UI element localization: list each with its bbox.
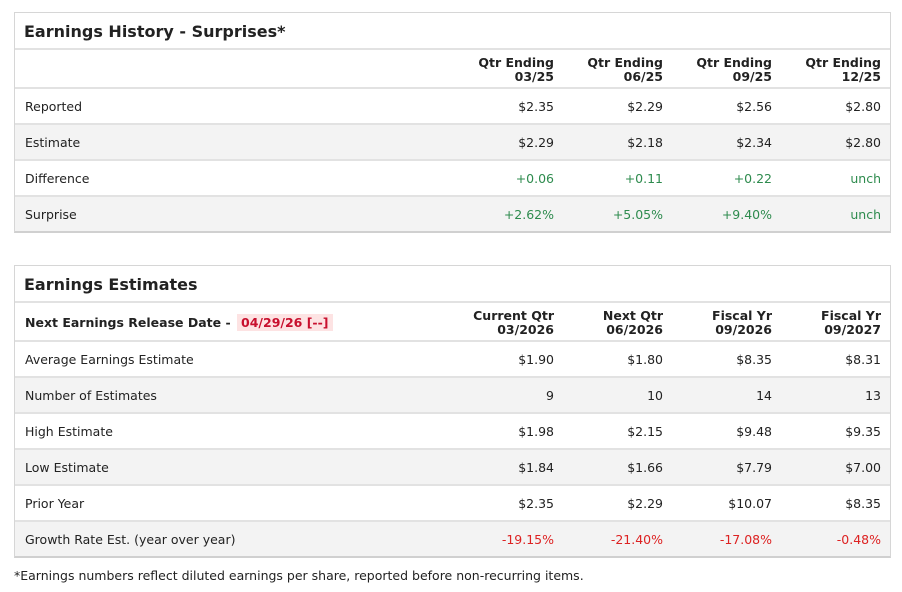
- column-header: Fiscal Yr 09/2026: [672, 303, 781, 342]
- table-row: Number of Estimates 9 10 14 13: [15, 377, 890, 414]
- column-header-line: Fiscal Yr: [821, 307, 881, 323]
- column-header: Qtr Ending 09/25: [672, 50, 781, 89]
- row-label: Average Earnings Estimate: [15, 341, 454, 378]
- row-label: Difference: [15, 160, 454, 197]
- earnings-history-title: Earnings History - Surprises*: [15, 13, 890, 50]
- cell-value: 10: [563, 377, 672, 414]
- table-row: Growth Rate Est. (year over year) -19.15%…: [15, 521, 890, 556]
- next-release-label: Next Earnings Release Date -: [25, 314, 236, 330]
- cell-value: unch: [781, 196, 890, 231]
- column-header-line: 03/25: [514, 68, 554, 84]
- cell-value: -0.48%: [781, 521, 890, 556]
- cell-value: $2.29: [563, 88, 672, 125]
- column-header-line: Qtr Ending: [478, 54, 554, 70]
- cell-value: +2.62%: [454, 196, 563, 231]
- header-blank: [15, 50, 454, 89]
- cell-value: $1.80: [563, 341, 672, 378]
- earnings-estimates-panel: Earnings Estimates Next Earnings Release…: [14, 265, 891, 558]
- cell-value: $9.48: [672, 413, 781, 450]
- cell-value: $8.31: [781, 341, 890, 378]
- cell-value: $2.80: [781, 88, 890, 125]
- row-label: Surprise: [15, 196, 454, 231]
- table-row: Difference +0.06 +0.11 +0.22 unch: [15, 160, 890, 197]
- column-header-line: Qtr Ending: [805, 54, 881, 70]
- row-label: Number of Estimates: [15, 377, 454, 414]
- cell-value: -19.15%: [454, 521, 563, 556]
- cell-value: unch: [781, 160, 890, 197]
- column-header-line: Qtr Ending: [587, 54, 663, 70]
- cell-value: $2.35: [454, 88, 563, 125]
- column-header-line: Current Qtr: [473, 307, 554, 323]
- row-label: High Estimate: [15, 413, 454, 450]
- column-header-line: 06/25: [623, 68, 663, 84]
- column-header-line: Next Qtr: [602, 307, 663, 323]
- cell-value: $8.35: [781, 485, 890, 522]
- next-release-date[interactable]: 04/29/26 [--]: [237, 313, 333, 331]
- cell-value: -21.40%: [563, 521, 672, 556]
- earnings-estimates-title: Earnings Estimates: [15, 266, 890, 303]
- table-row: Low Estimate $1.84 $1.66 $7.79 $7.00: [15, 449, 890, 486]
- table-row: Average Earnings Estimate $1.90 $1.80 $8.35…: [15, 341, 890, 378]
- footnote: *Earnings numbers reflect diluted earnin…: [14, 568, 584, 583]
- column-header: Fiscal Yr 09/2027: [781, 303, 890, 342]
- column-header: Qtr Ending 03/25: [454, 50, 563, 89]
- column-header: Current Qtr 03/2026: [454, 303, 563, 342]
- column-header-line: Qtr Ending: [696, 54, 772, 70]
- column-header: Qtr Ending 12/25: [781, 50, 890, 89]
- column-header-line: Fiscal Yr: [712, 307, 772, 323]
- cell-value: +0.11: [563, 160, 672, 197]
- column-header-line: 09/25: [732, 68, 772, 84]
- cell-value: $2.35: [454, 485, 563, 522]
- cell-value: 14: [672, 377, 781, 414]
- earnings-history-table: Qtr Ending 03/25 Qtr Ending 06/25 Qtr Ending…: [15, 50, 890, 231]
- column-header-line: 09/2026: [715, 321, 772, 337]
- column-header: Qtr Ending 06/25: [563, 50, 672, 89]
- cell-value: +0.06: [454, 160, 563, 197]
- column-header-line: 09/2027: [824, 321, 881, 337]
- next-release-header: Next Earnings Release Date - 04/29/26 [-…: [15, 303, 454, 342]
- cell-value: $2.29: [454, 124, 563, 161]
- table-row: Reported $2.35 $2.29 $2.56 $2.80: [15, 88, 890, 125]
- cell-value: +5.05%: [563, 196, 672, 231]
- cell-value: $2.34: [672, 124, 781, 161]
- cell-value: $1.90: [454, 341, 563, 378]
- cell-value: $1.84: [454, 449, 563, 486]
- cell-value: -17.08%: [672, 521, 781, 556]
- cell-value: $1.98: [454, 413, 563, 450]
- column-header-line: 06/2026: [606, 321, 663, 337]
- cell-value: $1.66: [563, 449, 672, 486]
- cell-value: $8.35: [672, 341, 781, 378]
- column-header: Next Qtr 06/2026: [563, 303, 672, 342]
- row-label: Prior Year: [15, 485, 454, 522]
- cell-value: $2.18: [563, 124, 672, 161]
- table-row: High Estimate $1.98 $2.15 $9.48 $9.35: [15, 413, 890, 450]
- column-header-line: 03/2026: [497, 321, 554, 337]
- cell-value: $9.35: [781, 413, 890, 450]
- cell-value: 13: [781, 377, 890, 414]
- cell-value: $2.80: [781, 124, 890, 161]
- cell-value: 9: [454, 377, 563, 414]
- row-label: Estimate: [15, 124, 454, 161]
- row-label: Reported: [15, 88, 454, 125]
- cell-value: +0.22: [672, 160, 781, 197]
- row-label: Growth Rate Est. (year over year): [15, 521, 454, 556]
- cell-value: $10.07: [672, 485, 781, 522]
- cell-value: $7.79: [672, 449, 781, 486]
- column-header-line: 12/25: [841, 68, 881, 84]
- table-row: Prior Year $2.35 $2.29 $10.07 $8.35: [15, 485, 890, 522]
- earnings-history-panel: Earnings History - Surprises* Qtr Ending…: [14, 12, 891, 233]
- cell-value: $2.29: [563, 485, 672, 522]
- table-row: Estimate $2.29 $2.18 $2.34 $2.80: [15, 124, 890, 161]
- cell-value: $2.15: [563, 413, 672, 450]
- row-label: Low Estimate: [15, 449, 454, 486]
- cell-value: +9.40%: [672, 196, 781, 231]
- cell-value: $2.56: [672, 88, 781, 125]
- earnings-estimates-table: Next Earnings Release Date - 04/29/26 [-…: [15, 303, 890, 556]
- table-row: Surprise +2.62% +5.05% +9.40% unch: [15, 196, 890, 231]
- cell-value: $7.00: [781, 449, 890, 486]
